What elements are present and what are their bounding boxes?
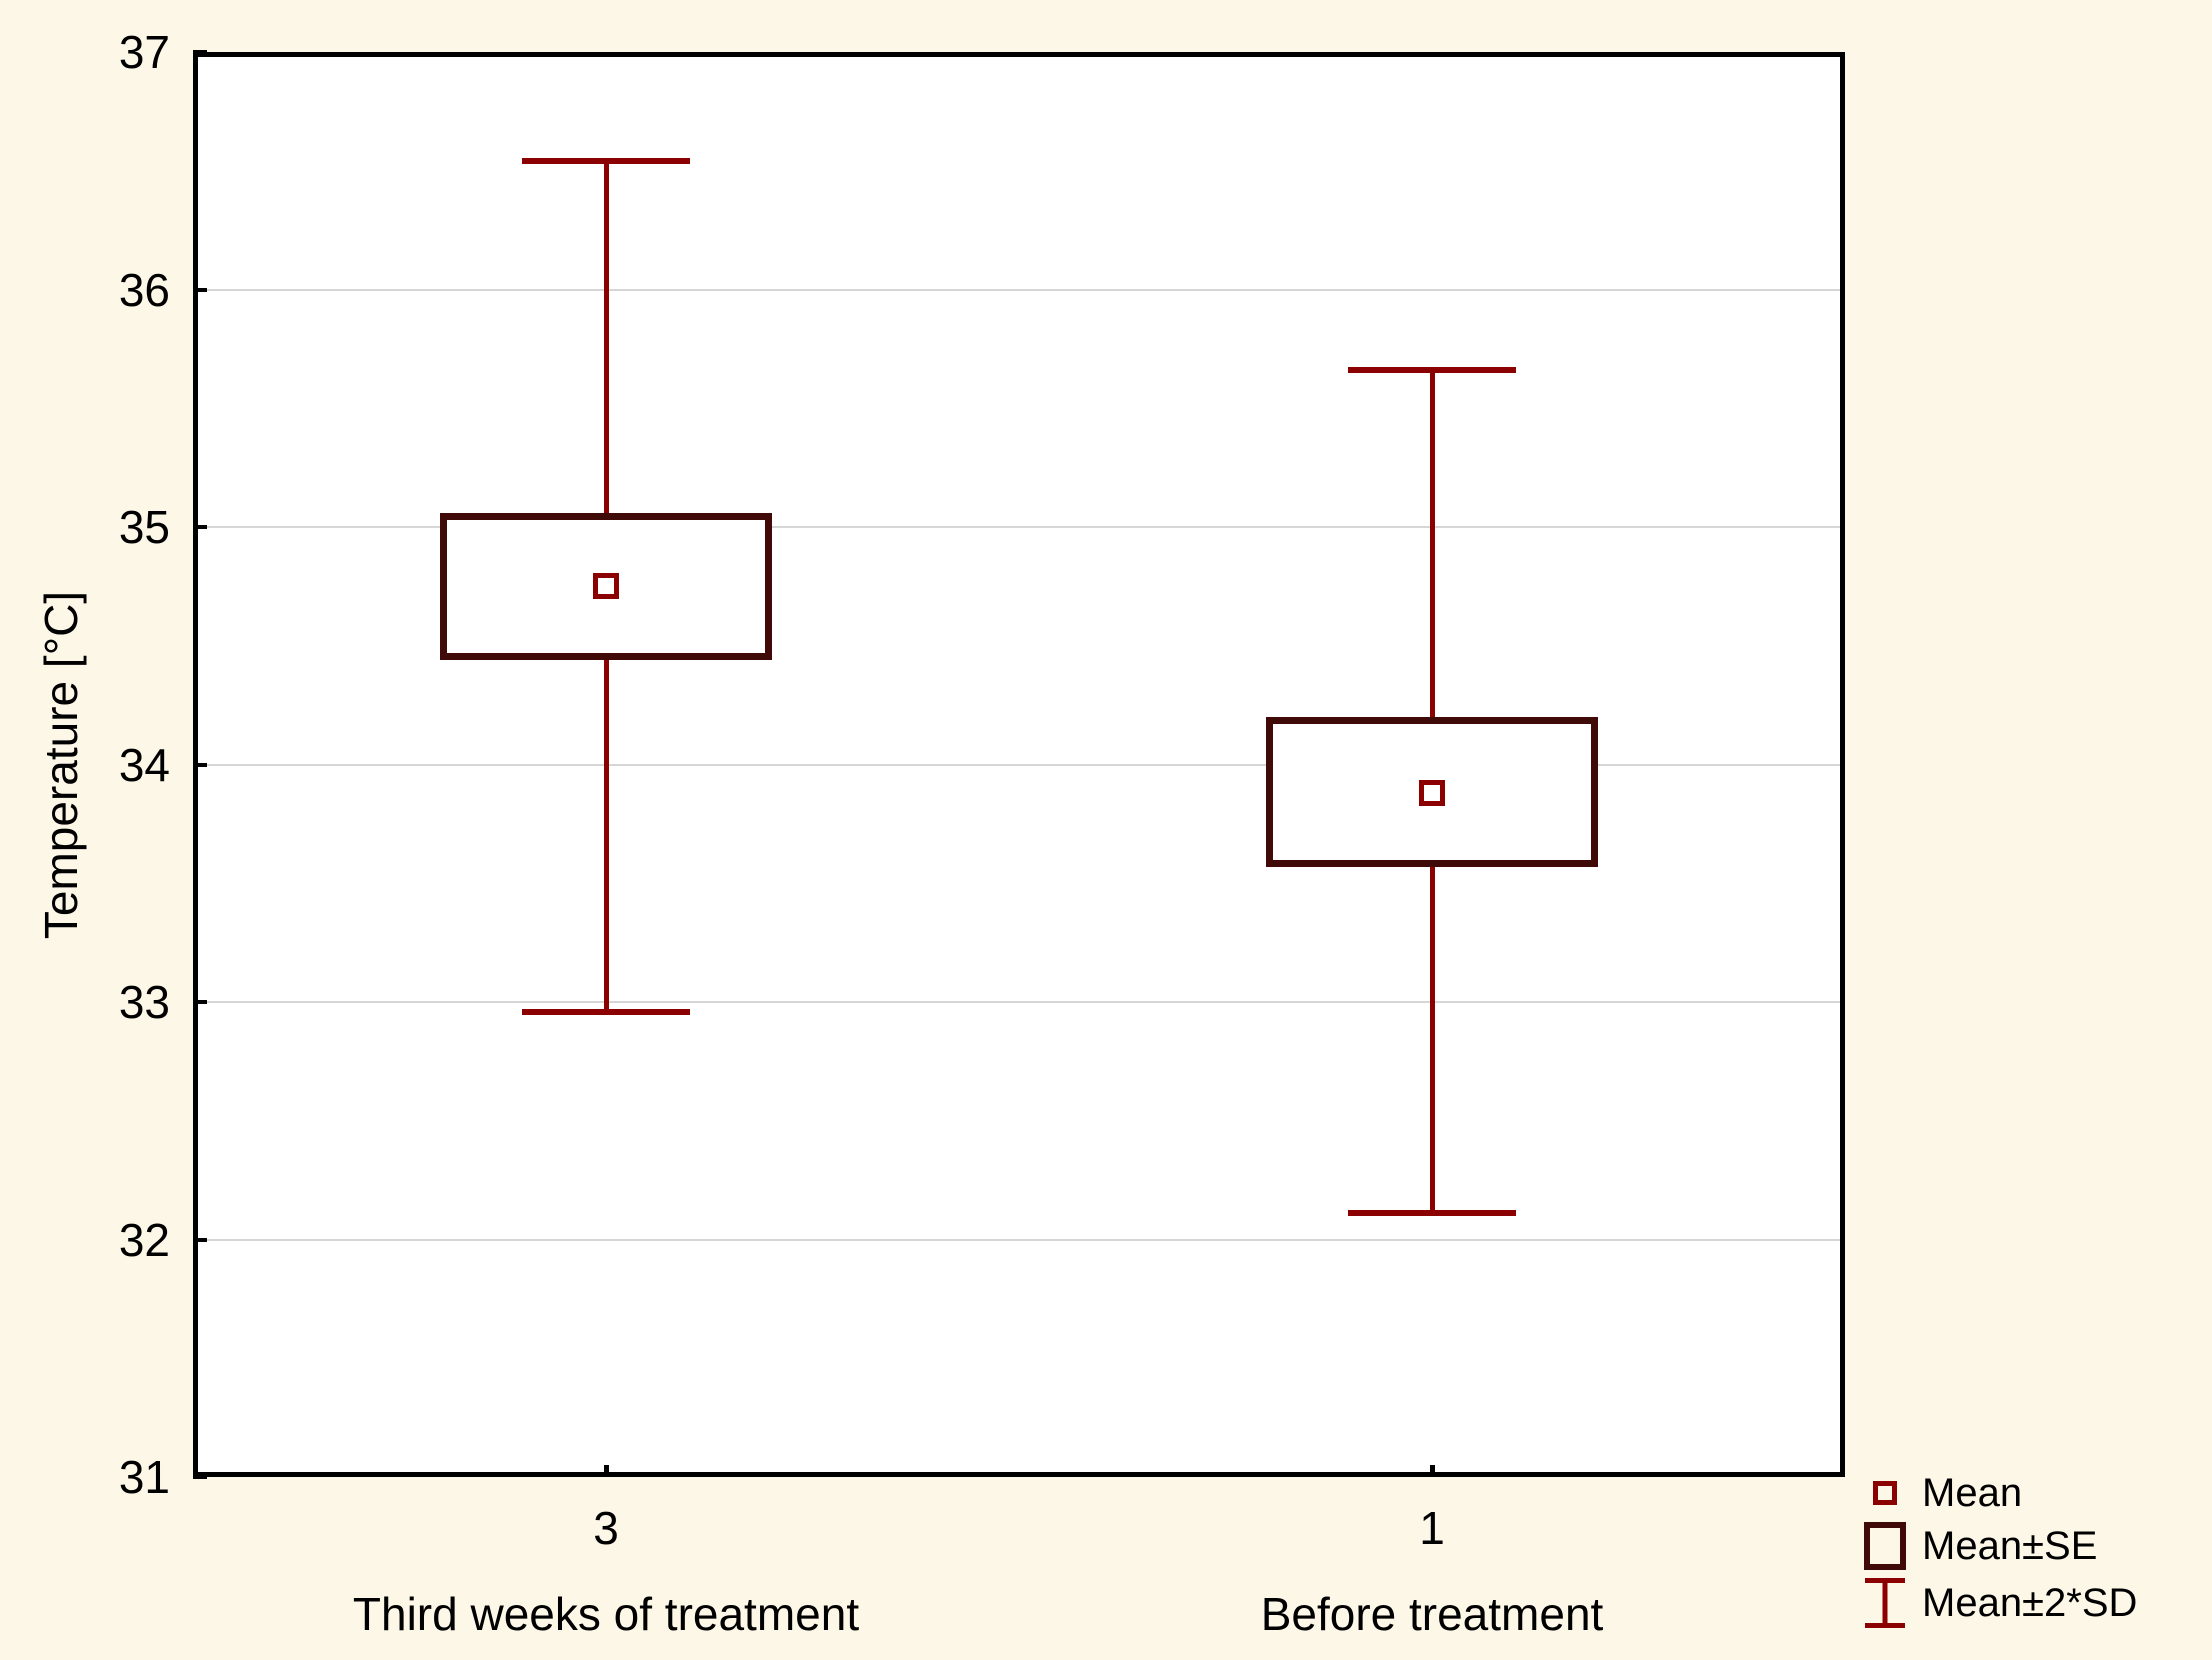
y-tick-label: 34 (118, 738, 170, 791)
x-tick-mark (1429, 1465, 1435, 1477)
legend-item-sd: Mean±2*SD (1856, 1574, 2137, 1632)
x-category-label: Before treatment (1260, 1588, 1604, 1640)
mean-marker (1419, 780, 1445, 806)
y-tick-mark (193, 287, 207, 292)
legend-se-box-icon (1864, 1522, 1906, 1570)
legend: Mean Mean±SE Mean±2*SD (1856, 1468, 2137, 1632)
gridline (193, 1001, 1845, 1003)
y-tick-mark (193, 50, 207, 54)
y-tick-label: 32 (118, 1213, 170, 1266)
whisker-cap-top (1348, 367, 1516, 374)
gridline (193, 763, 1845, 766)
y-tick-label: 36 (118, 263, 170, 316)
whisker-cap-bottom (1348, 1210, 1516, 1217)
legend-label-mean: Mean (1922, 1471, 2023, 1515)
y-tick-mark (193, 762, 207, 767)
y-tick-mark (193, 1475, 207, 1479)
gridline (193, 1238, 1845, 1241)
x-tick-label: 1 (1419, 1502, 1445, 1554)
y-tick-mark (193, 525, 207, 529)
legend-mean-marker-cell (1856, 1481, 1914, 1505)
whisker-cap-bottom (522, 1008, 690, 1015)
legend-item-se: Mean±SE (1856, 1518, 2137, 1574)
gridline (193, 288, 1845, 291)
legend-label-se: Mean±SE (1922, 1524, 2098, 1568)
plot-frame (193, 52, 1845, 1477)
x-tick-label: 3 (593, 1502, 619, 1554)
y-tick-label: 35 (118, 501, 170, 553)
y-tick-mark (193, 1237, 207, 1242)
gridline (193, 526, 1845, 528)
plot-area (193, 50, 1845, 1479)
x-tick-mark (603, 1465, 609, 1477)
legend-mean-marker-icon (1873, 1481, 1897, 1505)
legend-se-marker-cell (1856, 1522, 1914, 1570)
legend-label-sd: Mean±2*SD (1922, 1581, 2138, 1625)
y-tick-label: 37 (118, 26, 170, 78)
legend-sd-whisker-icon (1865, 1578, 1905, 1628)
y-tick-label: 31 (118, 1451, 170, 1503)
legend-sd-marker-cell (1856, 1578, 1914, 1628)
y-tick-label: 33 (118, 976, 170, 1028)
legend-item-mean: Mean (1856, 1468, 2137, 1518)
mean-marker (593, 573, 619, 600)
x-category-label: Third weeks of treatment (352, 1588, 860, 1640)
whisker-cap-top (522, 158, 690, 165)
y-tick-mark (193, 1000, 207, 1004)
